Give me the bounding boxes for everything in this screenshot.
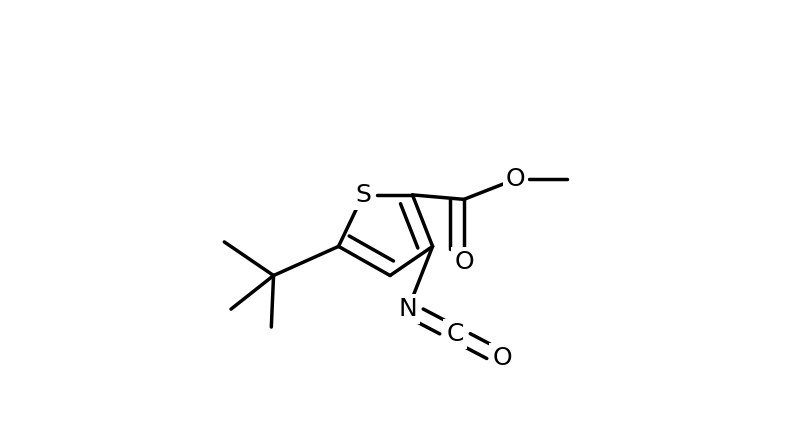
Text: C: C [446,322,464,346]
Text: O: O [506,167,525,191]
Text: N: N [398,297,417,321]
Text: O: O [454,250,474,274]
Text: S: S [355,183,371,207]
Text: O: O [492,346,512,370]
